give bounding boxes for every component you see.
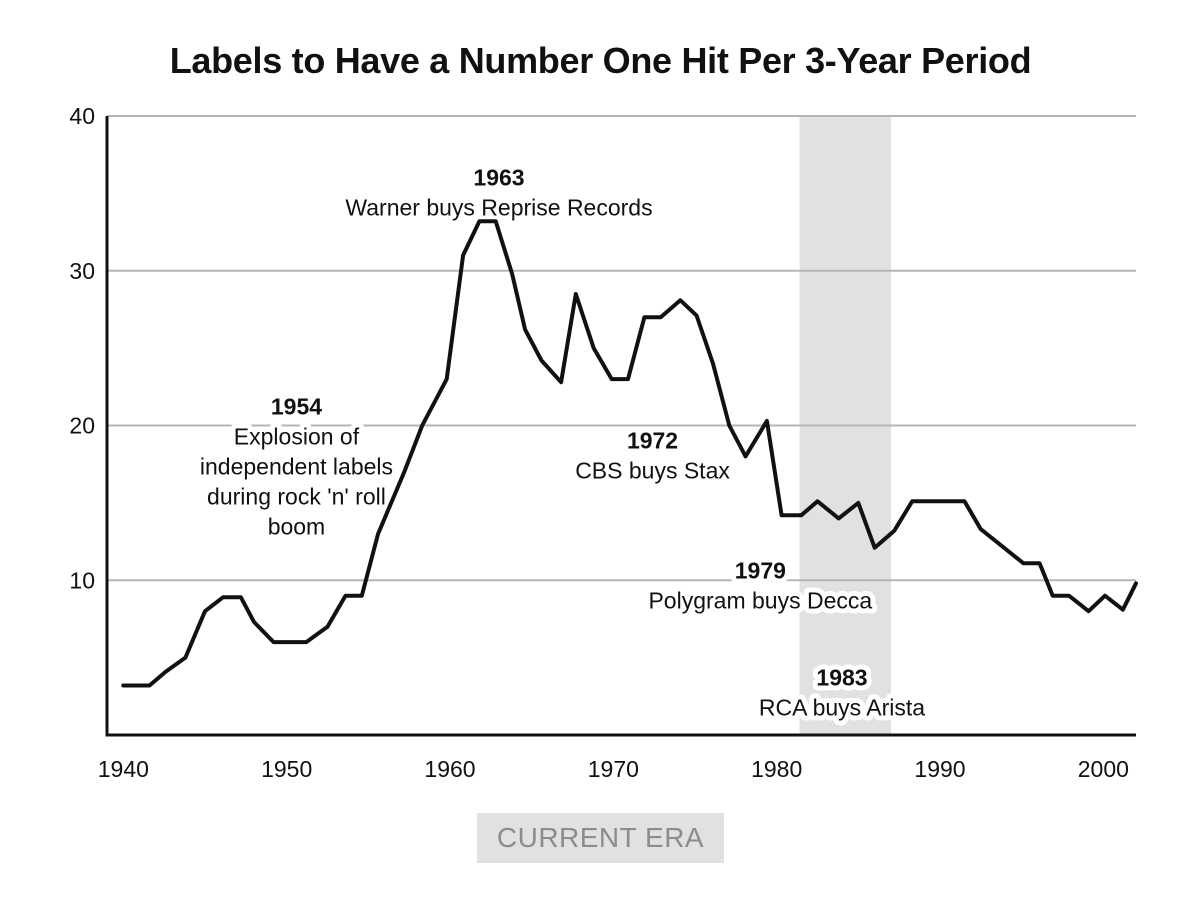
annotation-text: Explosion of: [234, 424, 360, 450]
series-line-0: [121, 219, 1138, 688]
annotation-text: Warner buys Reprise Records: [345, 195, 652, 221]
gridlines: [107, 115, 1136, 582]
series-layer: [121, 219, 1138, 688]
y-tick-label: 20: [69, 413, 95, 439]
x-tick-label: 2000: [1078, 756, 1129, 782]
annotation-text: Polygram buys Decca: [648, 588, 872, 614]
x-tick-label: 1950: [261, 756, 312, 782]
chart-title: Labels to Have a Number One Hit Per 3-Ye…: [169, 40, 1032, 81]
x-tick-label: 1990: [914, 756, 965, 782]
annotation-text: RCA buys Arista: [759, 694, 925, 720]
current-era-legend: CURRENT ERA: [477, 813, 724, 863]
x-tick-label: 1980: [751, 756, 802, 782]
x-tick-label: 1970: [588, 756, 639, 782]
y-tick-label: 10: [69, 567, 95, 593]
annotation-text: independent labels: [200, 454, 393, 480]
x-tick-label: 1940: [98, 756, 149, 782]
annotation-year: 1983: [816, 664, 867, 690]
annotation-1983: 1983 RCA buys Arista: [754, 659, 930, 725]
annotation-1979: 1979 Polygram buys Decca: [643, 553, 877, 619]
y-tick-label: 30: [69, 258, 95, 284]
annotation-text: boom: [268, 514, 326, 540]
annotation-year: 1954: [271, 394, 322, 420]
annotation-1954: 1954 Explosion of independent labels during…: [195, 389, 398, 545]
annotation-year: 1963: [473, 165, 524, 191]
annotation-text: during rock 'n' roll: [207, 484, 386, 510]
y-tick-label: 40: [69, 103, 95, 129]
annotation-1963: 1963 Warner buys Reprise Records: [340, 160, 657, 226]
annotation-1972: 1972 CBS buys Stax: [570, 423, 735, 489]
annotation-year: 1979: [735, 558, 786, 584]
annotations: 1963 Warner buys Reprise Records 1954 Explo…: [195, 160, 930, 726]
annotation-year: 1972: [627, 428, 678, 454]
annotation-text: CBS buys Stax: [575, 458, 730, 484]
x-tick-label: 1960: [424, 756, 475, 782]
tick-labels: 10 20 30 40 1940 1950 1960 1970 1980 1990 2000: [69, 103, 1129, 782]
axes: [105, 116, 1136, 737]
